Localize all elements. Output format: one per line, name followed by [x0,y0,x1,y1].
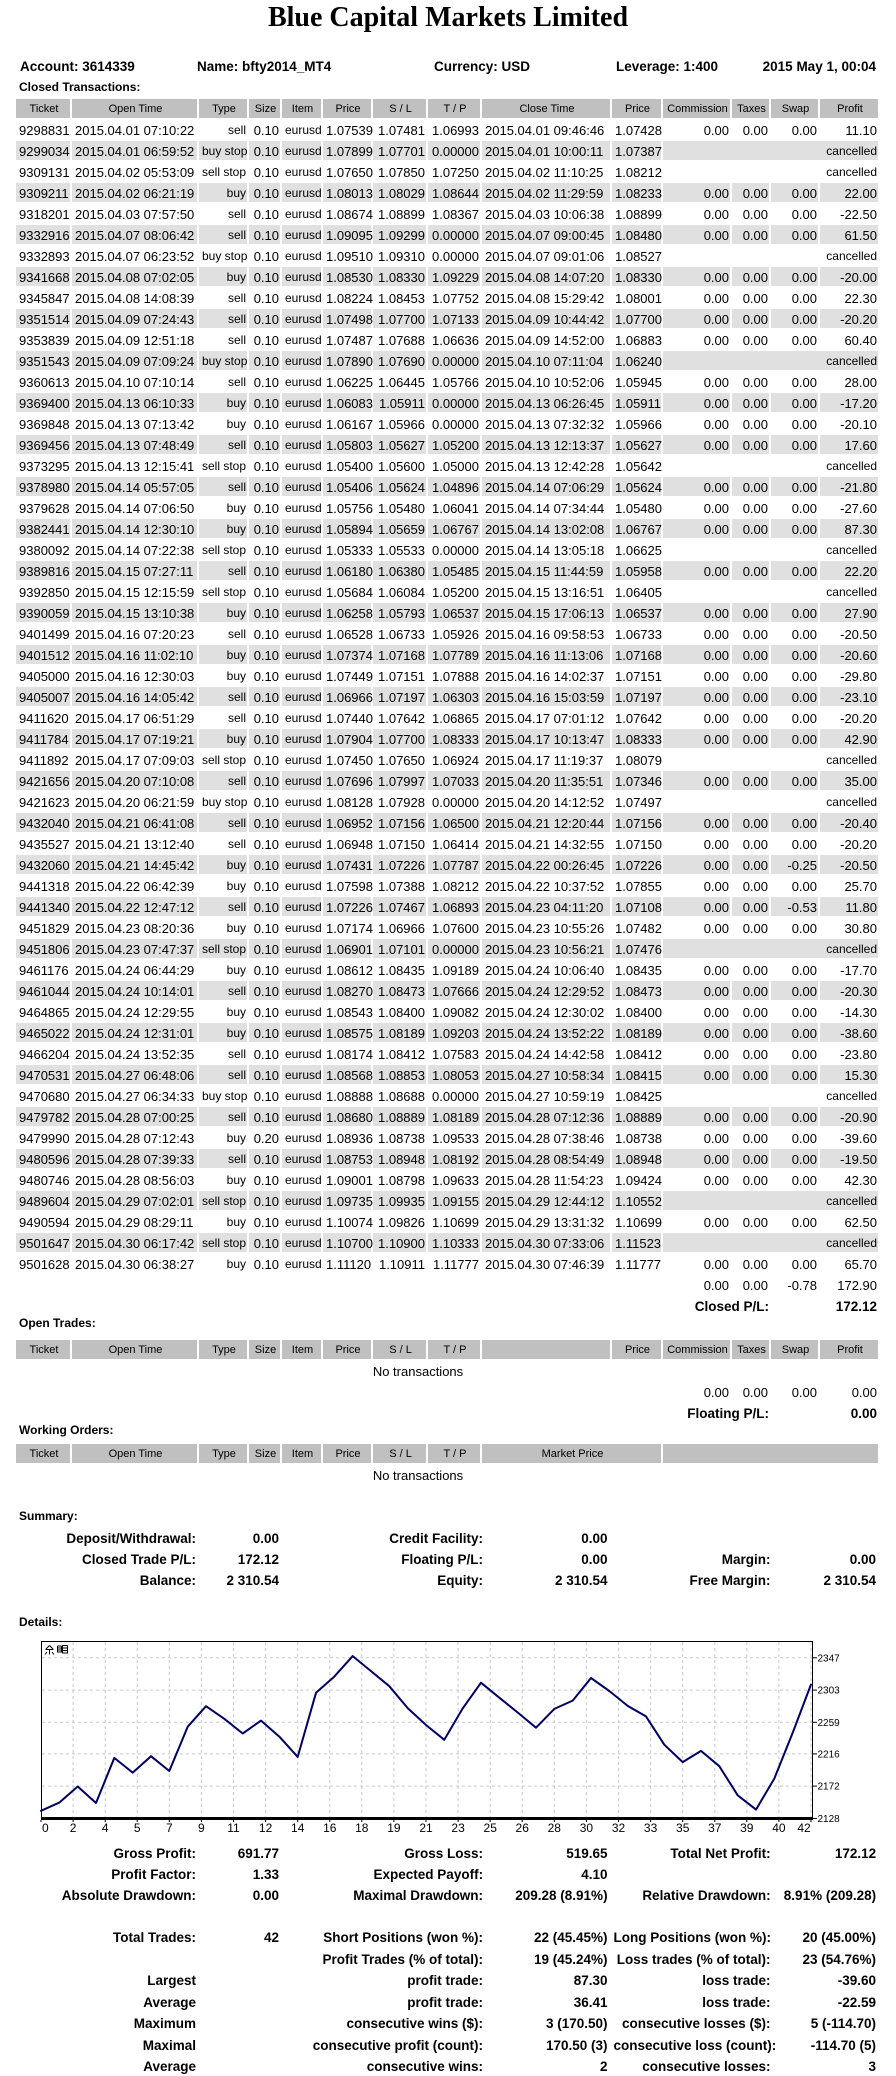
svg-text:35: 35 [676,1821,690,1835]
svg-text:2172: 2172 [818,1782,841,1793]
svg-text:21: 21 [419,1821,433,1835]
svg-text:40: 40 [772,1821,786,1835]
svg-text:5: 5 [134,1821,141,1835]
svg-text:2128: 2128 [818,1814,841,1825]
svg-text:25: 25 [484,1821,498,1835]
svg-text:30: 30 [580,1821,594,1835]
svg-text:19: 19 [387,1821,401,1835]
svg-text:9: 9 [198,1821,205,1835]
svg-text:37: 37 [708,1821,722,1835]
svg-text:0: 0 [42,1821,49,1835]
svg-text:32: 32 [612,1821,626,1835]
svg-text:39: 39 [740,1821,754,1835]
svg-text:2: 2 [70,1821,77,1835]
svg-text:26: 26 [516,1821,530,1835]
svg-text:2216: 2216 [818,1749,841,1760]
svg-text:12: 12 [259,1821,273,1835]
svg-text:33: 33 [644,1821,658,1835]
svg-text:42: 42 [797,1821,811,1835]
svg-text:14: 14 [291,1821,305,1835]
svg-text:23: 23 [451,1821,465,1835]
svg-text:28: 28 [548,1821,562,1835]
svg-text:2259: 2259 [818,1718,841,1729]
svg-text:11: 11 [227,1821,240,1835]
svg-text:16: 16 [323,1821,337,1835]
svg-text:2347: 2347 [818,1653,841,1664]
svg-text:7: 7 [166,1821,173,1835]
svg-text:18: 18 [355,1821,369,1835]
svg-text:4: 4 [102,1821,109,1835]
svg-text:2303: 2303 [818,1686,841,1697]
